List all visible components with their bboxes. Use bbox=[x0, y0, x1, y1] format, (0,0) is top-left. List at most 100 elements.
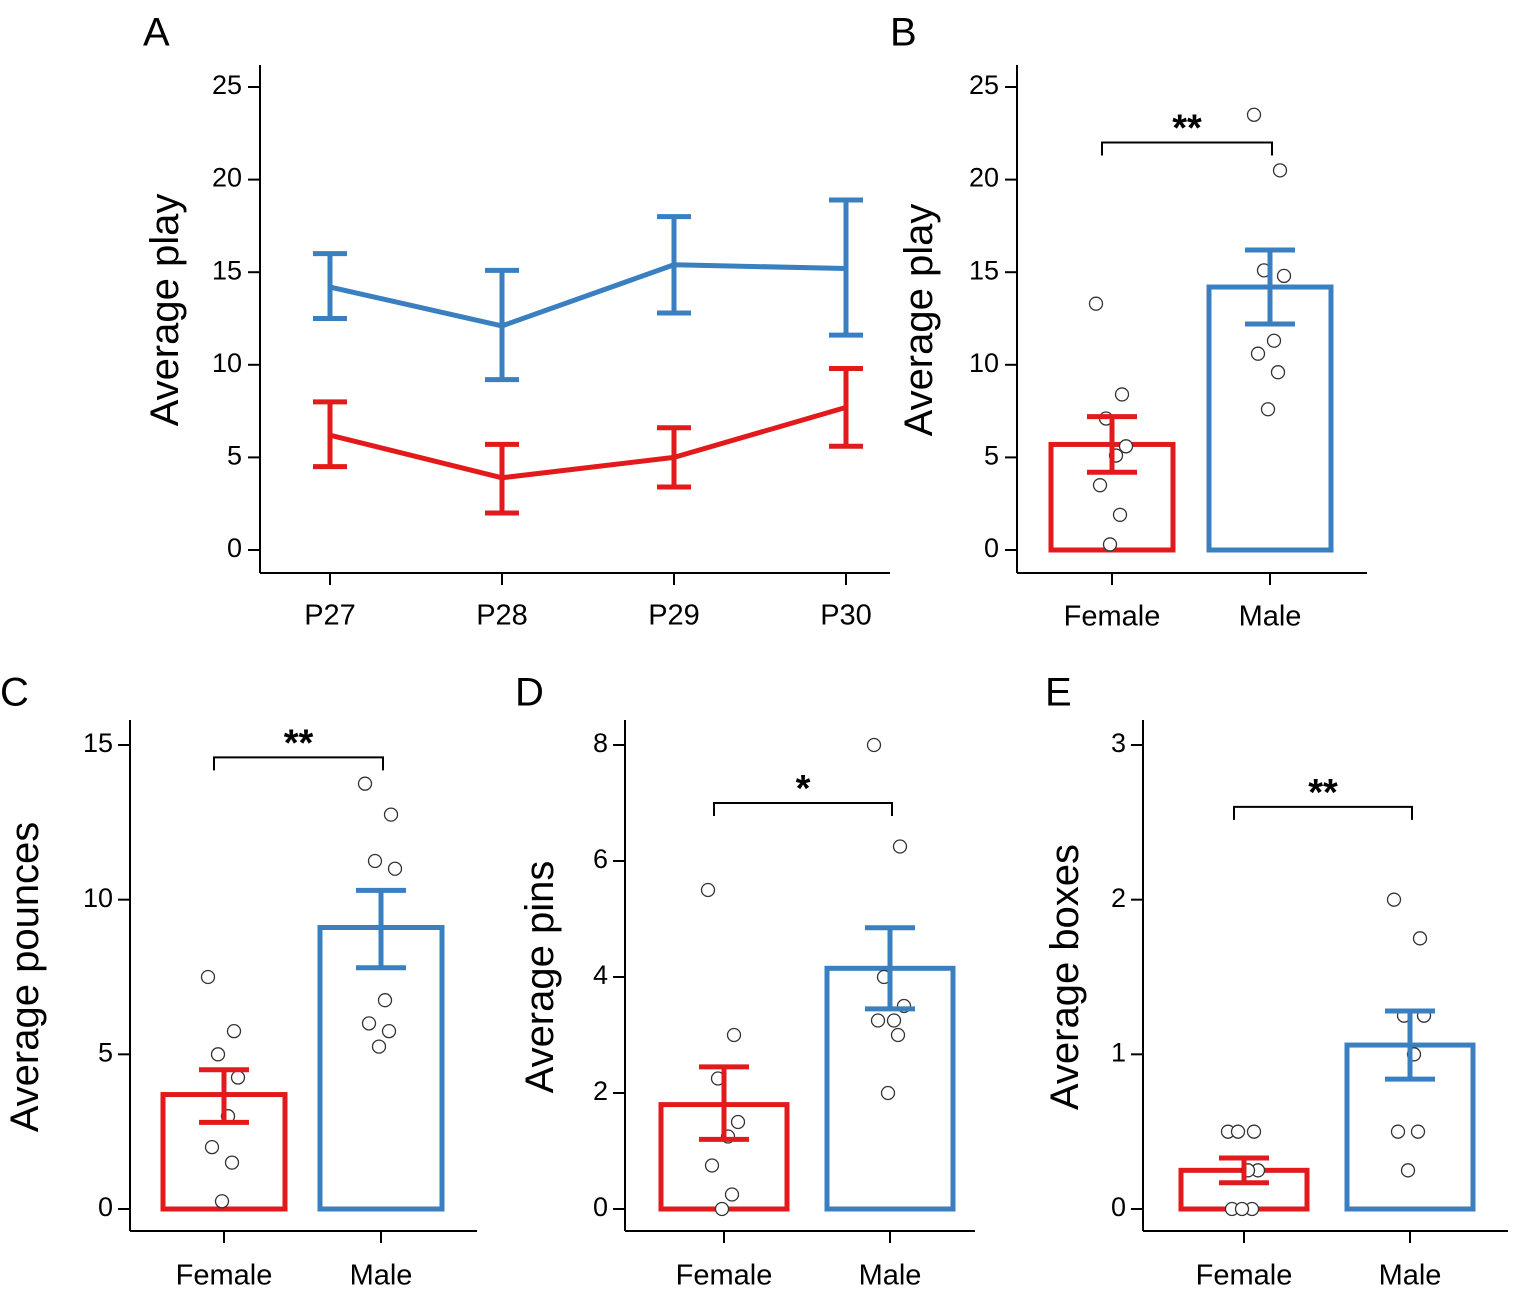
data-point bbox=[1386, 892, 1402, 907]
y-tick-label: 5 bbox=[227, 441, 242, 471]
error-bar bbox=[313, 251, 347, 321]
error-bar bbox=[1245, 247, 1295, 327]
y-tick-label: 2 bbox=[1111, 883, 1126, 913]
error-bar bbox=[699, 1064, 749, 1142]
y-axis-label: Average pounces bbox=[3, 822, 47, 1133]
significance-label: ** bbox=[1172, 108, 1202, 150]
data-point bbox=[1276, 268, 1292, 284]
x-tick-label: Male bbox=[350, 1260, 413, 1292]
significance-bracket bbox=[213, 756, 384, 771]
y-tick-label: 5 bbox=[984, 441, 999, 471]
panel-d: D Average pins 0 2 4 6 8 Female Male * bbox=[515, 671, 975, 1292]
error-bar bbox=[1385, 1008, 1435, 1082]
data-point bbox=[890, 1027, 906, 1043]
data-point bbox=[892, 839, 908, 854]
y-tick-label: 10 bbox=[969, 348, 999, 378]
data-point bbox=[1270, 365, 1286, 380]
data-point bbox=[724, 1187, 740, 1202]
y-tick-label: 0 bbox=[227, 533, 242, 563]
data-point bbox=[226, 1023, 242, 1039]
panel-e: E Average boxes 0 1 2 3 Female Male ** bbox=[1043, 671, 1508, 1292]
data-point bbox=[1250, 346, 1266, 361]
data-point bbox=[361, 1016, 377, 1031]
x-tick-label: Female bbox=[1196, 1260, 1293, 1292]
error-bar bbox=[657, 425, 691, 490]
data-point bbox=[383, 807, 399, 822]
data-point bbox=[377, 993, 393, 1008]
y-axis-label: Average pins bbox=[518, 861, 562, 1094]
panel-letter: E bbox=[1045, 671, 1072, 715]
significance-label: ** bbox=[284, 722, 314, 764]
y-axis-label: Average play bbox=[897, 204, 941, 437]
error-bar bbox=[485, 267, 519, 383]
data-point bbox=[1246, 107, 1262, 122]
data-point bbox=[1112, 507, 1128, 522]
y-tick-label: 6 bbox=[593, 844, 608, 874]
x-tick-label: Female bbox=[676, 1260, 773, 1292]
data-point bbox=[210, 1047, 226, 1062]
data-point bbox=[714, 1201, 730, 1217]
y-tick-label: 3 bbox=[1111, 728, 1126, 758]
series-line-female bbox=[329, 404, 847, 481]
error-bar bbox=[829, 197, 863, 338]
data-point bbox=[357, 776, 373, 791]
panel-letter: A bbox=[143, 11, 170, 55]
data-point bbox=[230, 1070, 246, 1085]
data-point bbox=[371, 1039, 387, 1054]
error-bar bbox=[657, 214, 691, 316]
y-tick-label: 10 bbox=[83, 883, 113, 913]
data-point bbox=[1088, 296, 1104, 311]
y-tick-label: 8 bbox=[593, 728, 608, 758]
data-point bbox=[1118, 439, 1134, 454]
data-point bbox=[870, 1013, 886, 1028]
x-tick-label: Female bbox=[1064, 601, 1161, 633]
data-point bbox=[1412, 931, 1428, 946]
data-point bbox=[1260, 402, 1276, 417]
significance-label: ** bbox=[1308, 772, 1338, 814]
y-axis-label: Average play bbox=[143, 194, 187, 427]
data-point bbox=[1092, 478, 1108, 493]
x-tick-label: Male bbox=[1379, 1260, 1442, 1292]
significance-bracket bbox=[713, 802, 893, 816]
data-point bbox=[704, 1158, 720, 1173]
y-tick-label: 15 bbox=[83, 728, 113, 758]
data-point bbox=[880, 1085, 896, 1101]
significance-label: * bbox=[796, 768, 811, 810]
y-tick-label: 15 bbox=[969, 255, 999, 285]
error-bar bbox=[313, 399, 347, 470]
data-point bbox=[1246, 1124, 1262, 1139]
y-tick-label: 0 bbox=[1111, 1192, 1126, 1222]
error-bar bbox=[1087, 414, 1137, 475]
panel-letter: C bbox=[0, 671, 29, 715]
y-tick-label: 2 bbox=[593, 1076, 608, 1106]
y-tick-label: 4 bbox=[593, 960, 608, 990]
significance-bracket bbox=[1233, 805, 1413, 820]
data-point bbox=[204, 1139, 220, 1155]
panel-letter: D bbox=[515, 671, 544, 715]
error-bar bbox=[829, 366, 863, 449]
significance-bracket bbox=[1101, 141, 1273, 156]
y-tick-label: 25 bbox=[969, 70, 999, 100]
panel-letter: B bbox=[890, 11, 917, 55]
data-point bbox=[886, 1013, 902, 1028]
x-tick-label: Male bbox=[859, 1260, 922, 1292]
y-tick-label: 1 bbox=[1111, 1037, 1126, 1067]
panel-b: B Average play 0 5 10 15 20 25 Female Male ** bbox=[890, 11, 1367, 633]
data-point bbox=[1114, 387, 1130, 402]
data-point bbox=[700, 882, 716, 898]
error-bar bbox=[865, 925, 915, 1012]
x-tick-label: P28 bbox=[476, 600, 528, 632]
data-point bbox=[200, 969, 216, 985]
data-point bbox=[1230, 1124, 1246, 1139]
data-point bbox=[730, 1114, 746, 1130]
data-point bbox=[726, 1027, 742, 1043]
data-point bbox=[866, 737, 882, 753]
x-tick-label: Female bbox=[176, 1260, 273, 1292]
y-tick-label: 0 bbox=[593, 1192, 608, 1222]
y-tick-label: 20 bbox=[969, 163, 999, 193]
data-point bbox=[1234, 1201, 1250, 1217]
y-axis-label: Average boxes bbox=[1043, 844, 1087, 1110]
data-point bbox=[381, 1023, 397, 1039]
error-bar bbox=[1219, 1155, 1269, 1186]
